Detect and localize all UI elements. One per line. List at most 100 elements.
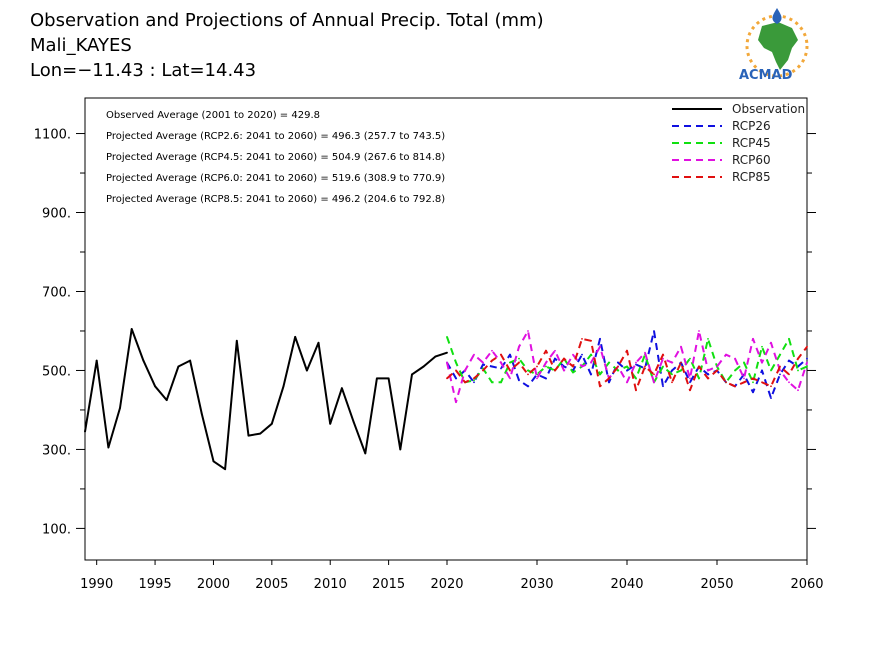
x-tick-label: 2030 bbox=[520, 577, 553, 592]
data-point-rcp45 bbox=[446, 335, 448, 338]
data-point-rcp45 bbox=[500, 381, 502, 384]
series-rcp60 bbox=[446, 330, 808, 404]
data-point-rcp60 bbox=[770, 341, 772, 344]
data-point-rcp60 bbox=[536, 377, 538, 380]
data-point-observation bbox=[446, 351, 448, 354]
data-point-rcp45 bbox=[527, 369, 529, 372]
data-point-observation bbox=[270, 422, 273, 425]
chart-location: Mali_KAYES bbox=[30, 35, 132, 56]
data-point-rcp60 bbox=[464, 369, 466, 372]
data-point-rcp85 bbox=[707, 377, 709, 380]
data-point-rcp45 bbox=[779, 353, 781, 356]
data-point-rcp85 bbox=[716, 369, 718, 372]
data-point-rcp26 bbox=[482, 363, 484, 366]
data-point-rcp26 bbox=[653, 330, 655, 332]
chart-coordinates: Lon=−11.43 : Lat=14.43 bbox=[30, 60, 256, 81]
x-tick-label: 2020 bbox=[430, 577, 463, 592]
series-rcp85 bbox=[446, 337, 808, 392]
x-tick-label: 2015 bbox=[372, 577, 405, 592]
data-point-rcp45 bbox=[590, 353, 592, 356]
data-point-rcp26 bbox=[779, 373, 781, 376]
data-point-observation bbox=[387, 377, 390, 380]
data-point-observation bbox=[259, 432, 262, 435]
data-point-rcp26 bbox=[500, 367, 502, 370]
data-point-rcp45 bbox=[680, 369, 682, 372]
data-point-rcp85 bbox=[554, 369, 556, 372]
axis-ticks: 100. 300. 500. 700. 900. 1100. 1990 1995 2000 200… bbox=[34, 128, 824, 592]
data-point-rcp85 bbox=[536, 365, 538, 368]
data-point-rcp85 bbox=[698, 365, 700, 368]
x-tick-label: 1995 bbox=[139, 577, 172, 592]
data-point-rcp85 bbox=[626, 349, 628, 352]
data-point-rcp85 bbox=[662, 353, 664, 356]
data-point-observation bbox=[364, 452, 367, 455]
x-tick-label: 2040 bbox=[610, 577, 643, 592]
data-point-rcp60 bbox=[635, 361, 637, 364]
data-point-rcp85 bbox=[806, 345, 808, 348]
data-point-observation bbox=[305, 369, 308, 372]
data-point-rcp85 bbox=[770, 385, 772, 388]
data-point-rcp26 bbox=[554, 357, 556, 360]
acmad-logo-text: ACMAD bbox=[739, 68, 793, 83]
data-point-rcp85 bbox=[599, 385, 601, 388]
data-point-rcp45 bbox=[770, 369, 772, 372]
data-point-rcp26 bbox=[752, 391, 754, 394]
legend-label-rcp26: RCP26 bbox=[732, 119, 771, 133]
data-point-rcp26 bbox=[563, 365, 565, 368]
data-point-rcp60 bbox=[680, 345, 682, 348]
y-tick-label: 300. bbox=[42, 443, 71, 458]
data-point-rcp60 bbox=[752, 337, 754, 340]
data-point-rcp85 bbox=[500, 353, 502, 356]
data-point-rcp60 bbox=[806, 361, 808, 364]
data-point-rcp85 bbox=[779, 365, 781, 368]
x-tick-label: 2060 bbox=[790, 577, 823, 592]
data-point-rcp26 bbox=[473, 381, 475, 384]
data-point-rcp60 bbox=[626, 381, 628, 384]
data-point-observation bbox=[189, 359, 191, 362]
data-point-rcp26 bbox=[689, 381, 691, 384]
data-point-rcp60 bbox=[572, 353, 574, 356]
data-point-observation bbox=[247, 434, 250, 437]
data-point-rcp45 bbox=[806, 365, 808, 368]
y-tick-label: 900. bbox=[42, 207, 71, 222]
data-point-rcp85 bbox=[518, 361, 520, 364]
data-point-rcp60 bbox=[446, 361, 448, 364]
data-point-rcp26 bbox=[509, 353, 511, 356]
data-point-observation bbox=[212, 460, 215, 463]
annotation-rcp60-average: Projected Average (RCP6.0: 2041 to 2060)… bbox=[106, 173, 445, 184]
x-tick-label: 2050 bbox=[700, 577, 733, 592]
annotation-rcp85-average: Projected Average (RCP8.5: 2041 to 2060)… bbox=[106, 194, 445, 205]
data-point-rcp45 bbox=[734, 369, 736, 372]
data-point-rcp85 bbox=[527, 373, 529, 376]
annotation-rcp26-average: Projected Average (RCP2.6: 2041 to 2060)… bbox=[106, 131, 445, 142]
data-point-rcp45 bbox=[752, 381, 754, 384]
data-point-rcp60 bbox=[455, 401, 457, 403]
legend: Observation RCP26 RCP45 RCP60 RCP85 bbox=[672, 102, 805, 184]
data-point-rcp60 bbox=[698, 330, 700, 332]
chart-title: Observation and Projections of Annual Pr… bbox=[30, 10, 544, 31]
data-point-rcp60 bbox=[734, 357, 736, 360]
data-point-rcp45 bbox=[797, 369, 799, 372]
data-point-rcp85 bbox=[446, 377, 448, 380]
data-point-rcp45 bbox=[518, 357, 520, 360]
data-point-rcp60 bbox=[473, 353, 475, 356]
series-observation bbox=[84, 328, 448, 471]
data-point-rcp60 bbox=[518, 345, 520, 348]
data-point-rcp60 bbox=[563, 369, 565, 372]
data-point-rcp26 bbox=[581, 353, 583, 356]
data-point-rcp26 bbox=[617, 361, 619, 364]
data-point-rcp85 bbox=[572, 365, 574, 368]
data-point-observation bbox=[130, 328, 133, 330]
data-point-observation bbox=[317, 341, 320, 344]
data-point-observation bbox=[224, 468, 227, 471]
data-point-rcp85 bbox=[725, 381, 727, 384]
y-tick-label: 1100. bbox=[34, 128, 71, 143]
series-lines bbox=[84, 328, 808, 471]
data-point-rcp45 bbox=[761, 345, 763, 348]
data-point-observation bbox=[422, 365, 425, 368]
data-point-rcp45 bbox=[473, 379, 475, 382]
data-point-observation bbox=[107, 446, 110, 449]
data-point-rcp85 bbox=[617, 365, 619, 368]
data-point-rcp85 bbox=[581, 337, 583, 340]
data-point-rcp60 bbox=[509, 377, 511, 380]
